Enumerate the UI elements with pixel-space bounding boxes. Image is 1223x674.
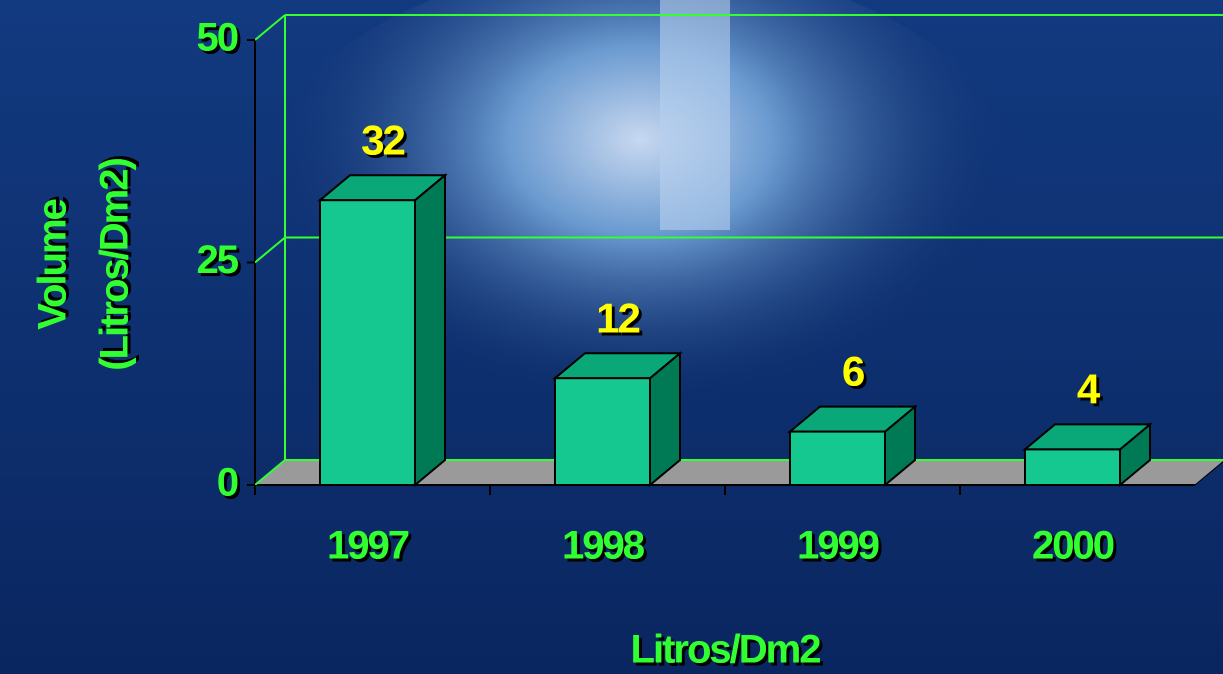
grid-line <box>254 236 286 264</box>
bar <box>789 430 886 487</box>
value-label: 4 <box>1077 365 1101 412</box>
x-axis-label: Litros/Dm2 <box>631 628 821 672</box>
y-tick-label: 50 <box>197 16 238 60</box>
bar <box>1024 448 1121 486</box>
value-label: 12 <box>596 294 639 341</box>
bar <box>554 377 651 487</box>
background-beam <box>660 0 730 230</box>
value-label: 32 <box>361 116 404 163</box>
y-tick-label: 25 <box>197 238 239 282</box>
x-tick-label: 1997 <box>327 524 409 568</box>
x-tick-label: 2000 <box>1032 524 1114 568</box>
bar <box>319 199 416 486</box>
value-label: 6 <box>842 348 864 395</box>
y-tick-label: 0 <box>217 461 238 505</box>
y-axis-label: Volume <box>31 200 75 330</box>
y-axis-label: (Litros/Dm2) <box>93 159 137 371</box>
x-tick-label: 1998 <box>562 524 645 568</box>
plot: 0 25 50 32 1997 12 1998 6 1999 4 2000 Litros/Dm2 Vol… <box>31 14 1223 672</box>
x-tick-label: 1999 <box>797 524 879 568</box>
bar-side <box>414 173 446 488</box>
grid-line <box>254 459 286 486</box>
grid-line <box>254 14 286 41</box>
